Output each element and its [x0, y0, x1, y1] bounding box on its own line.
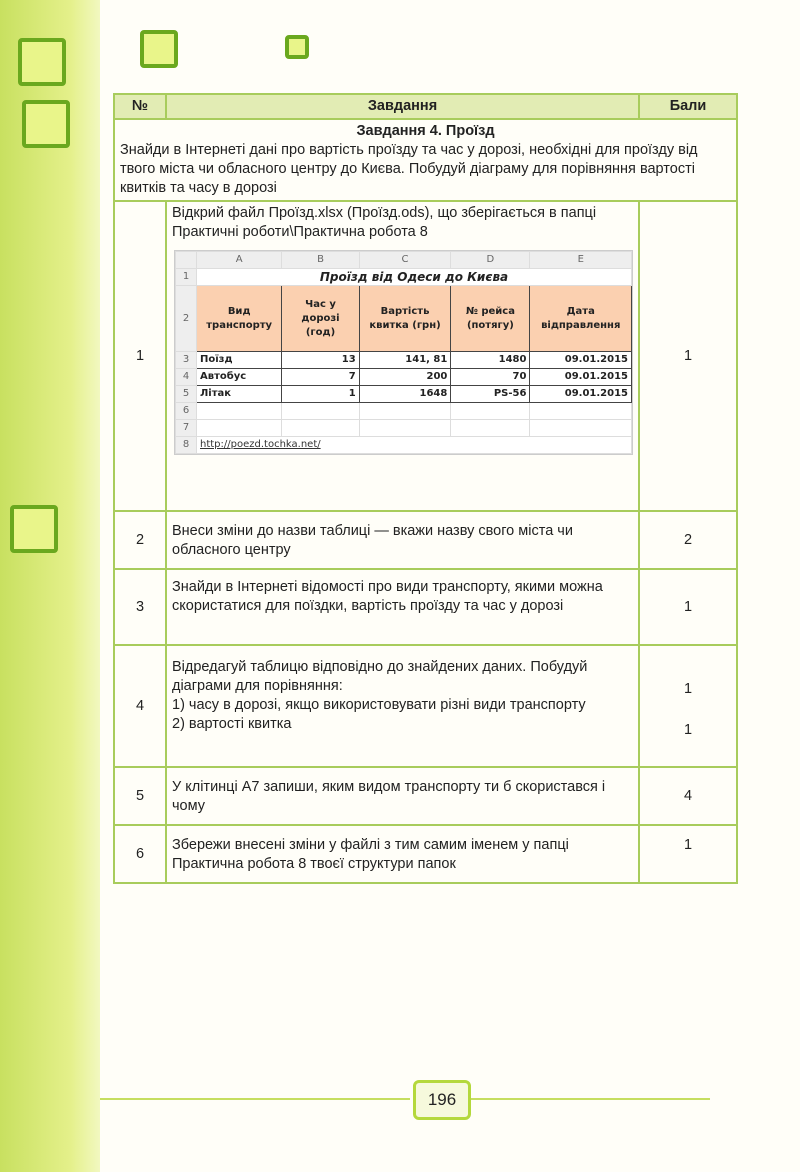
row-points: 1 — [638, 200, 738, 512]
sheet-header: № рейса (потягу) — [450, 285, 531, 352]
col-header: E — [529, 251, 632, 269]
sheet-header: Вид транспорту — [195, 285, 283, 352]
task-description: Знайди в Інтернеті дані про вартість про… — [120, 142, 698, 196]
header-points: Бали — [638, 93, 738, 120]
row-num: 2 — [113, 510, 167, 570]
col-header: D — [450, 251, 531, 269]
decorative-strip — [0, 0, 100, 1172]
row-points: 1 — [638, 824, 738, 884]
row-points: 4 — [638, 766, 738, 826]
task-table: № Завдання Бали Завдання 4. Проїзд Знайд… — [113, 93, 738, 884]
row-item: 1) часу в дорозі, якщо використовувати р… — [172, 697, 586, 713]
row-num: 6 — [113, 824, 167, 884]
task-title: Завдання 4. Проїзд — [356, 123, 495, 139]
row-text: Відредагуй таблицю відповідно до знайден… — [172, 659, 588, 694]
cell: Автобус — [195, 368, 283, 386]
header-num: № — [113, 93, 167, 120]
row-num: 3 — [113, 568, 167, 646]
cell: 09.01.2015 — [529, 368, 632, 386]
cell: 1480 — [450, 351, 531, 369]
sheet-header: Час у дорозі (год) — [281, 285, 360, 352]
col-header: B — [281, 251, 360, 269]
col-header: C — [358, 251, 452, 269]
cell: 13 — [281, 351, 360, 369]
table-row: 4 Відредагуй таблицю відповідно до знайде… — [113, 644, 738, 768]
table-row: 1 Відкрий файл Проїзд.xlsx (Проїзд.ods),… — [113, 200, 738, 512]
sheet-header: Вартість квитка (грн) — [358, 285, 452, 352]
row-text: У клітинці A7 запиши, яким видом транспо… — [165, 766, 640, 826]
cell: 200 — [358, 368, 452, 386]
cell: 09.01.2015 — [529, 351, 632, 369]
decorative-square — [140, 30, 178, 68]
row-text: Збережи внесені зміни у файлі з тим сами… — [165, 824, 640, 884]
cell: 141, 81 — [358, 351, 452, 369]
table-header: № Завдання Бали — [113, 93, 738, 120]
sheet-link[interactable]: http://poezd.tochka.net/ — [196, 436, 632, 454]
row-num: 5 — [113, 766, 167, 826]
cell: 1 — [281, 385, 360, 403]
decorative-square — [10, 505, 58, 553]
cell: 1648 — [358, 385, 452, 403]
table-row: 6 Збережи внесені зміни у файлі з тим сам… — [113, 824, 738, 884]
row-points: 2 — [638, 510, 738, 570]
row-text: Відкрий файл Проїзд.xlsx (Проїзд.ods), щ… — [172, 205, 597, 240]
decorative-line — [470, 1098, 710, 1100]
col-header: A — [195, 251, 283, 269]
page-number: 196 — [413, 1080, 471, 1120]
cell: 7 — [281, 368, 360, 386]
sheet-header: Дата відправлення — [529, 285, 632, 352]
row-text: Знайди в Інтернеті відомості про види тр… — [165, 568, 640, 646]
row-points: 1 — [683, 681, 693, 697]
cell: 09.01.2015 — [529, 385, 632, 403]
cell: 70 — [450, 368, 531, 386]
header-task: Завдання — [165, 93, 640, 120]
cell: Поїзд — [195, 351, 283, 369]
table-row: 3 Знайди в Інтернеті відомості про види т… — [113, 568, 738, 646]
row-num: 4 — [113, 644, 167, 768]
row-item: 2) вартості квитка — [172, 716, 292, 732]
task-intro: Завдання 4. Проїзд Знайди в Інтернеті да… — [113, 118, 738, 202]
table-row: 2 Внеси зміни до назви таблиці — вкажи на… — [113, 510, 738, 570]
row-text: Внеси зміни до назви таблиці — вкажи наз… — [165, 510, 640, 570]
cell: Літак — [195, 385, 283, 403]
row-num: 1 — [113, 200, 167, 512]
decorative-square — [18, 38, 66, 86]
decorative-line — [100, 1098, 410, 1100]
decorative-square — [22, 100, 70, 148]
row-points: 1 — [638, 568, 738, 646]
decorative-square — [285, 35, 309, 59]
row-points: 1 — [683, 722, 693, 738]
sheet-title: Проїзд від Одеси до Києва — [196, 268, 632, 286]
cell: PS-56 — [450, 385, 531, 403]
